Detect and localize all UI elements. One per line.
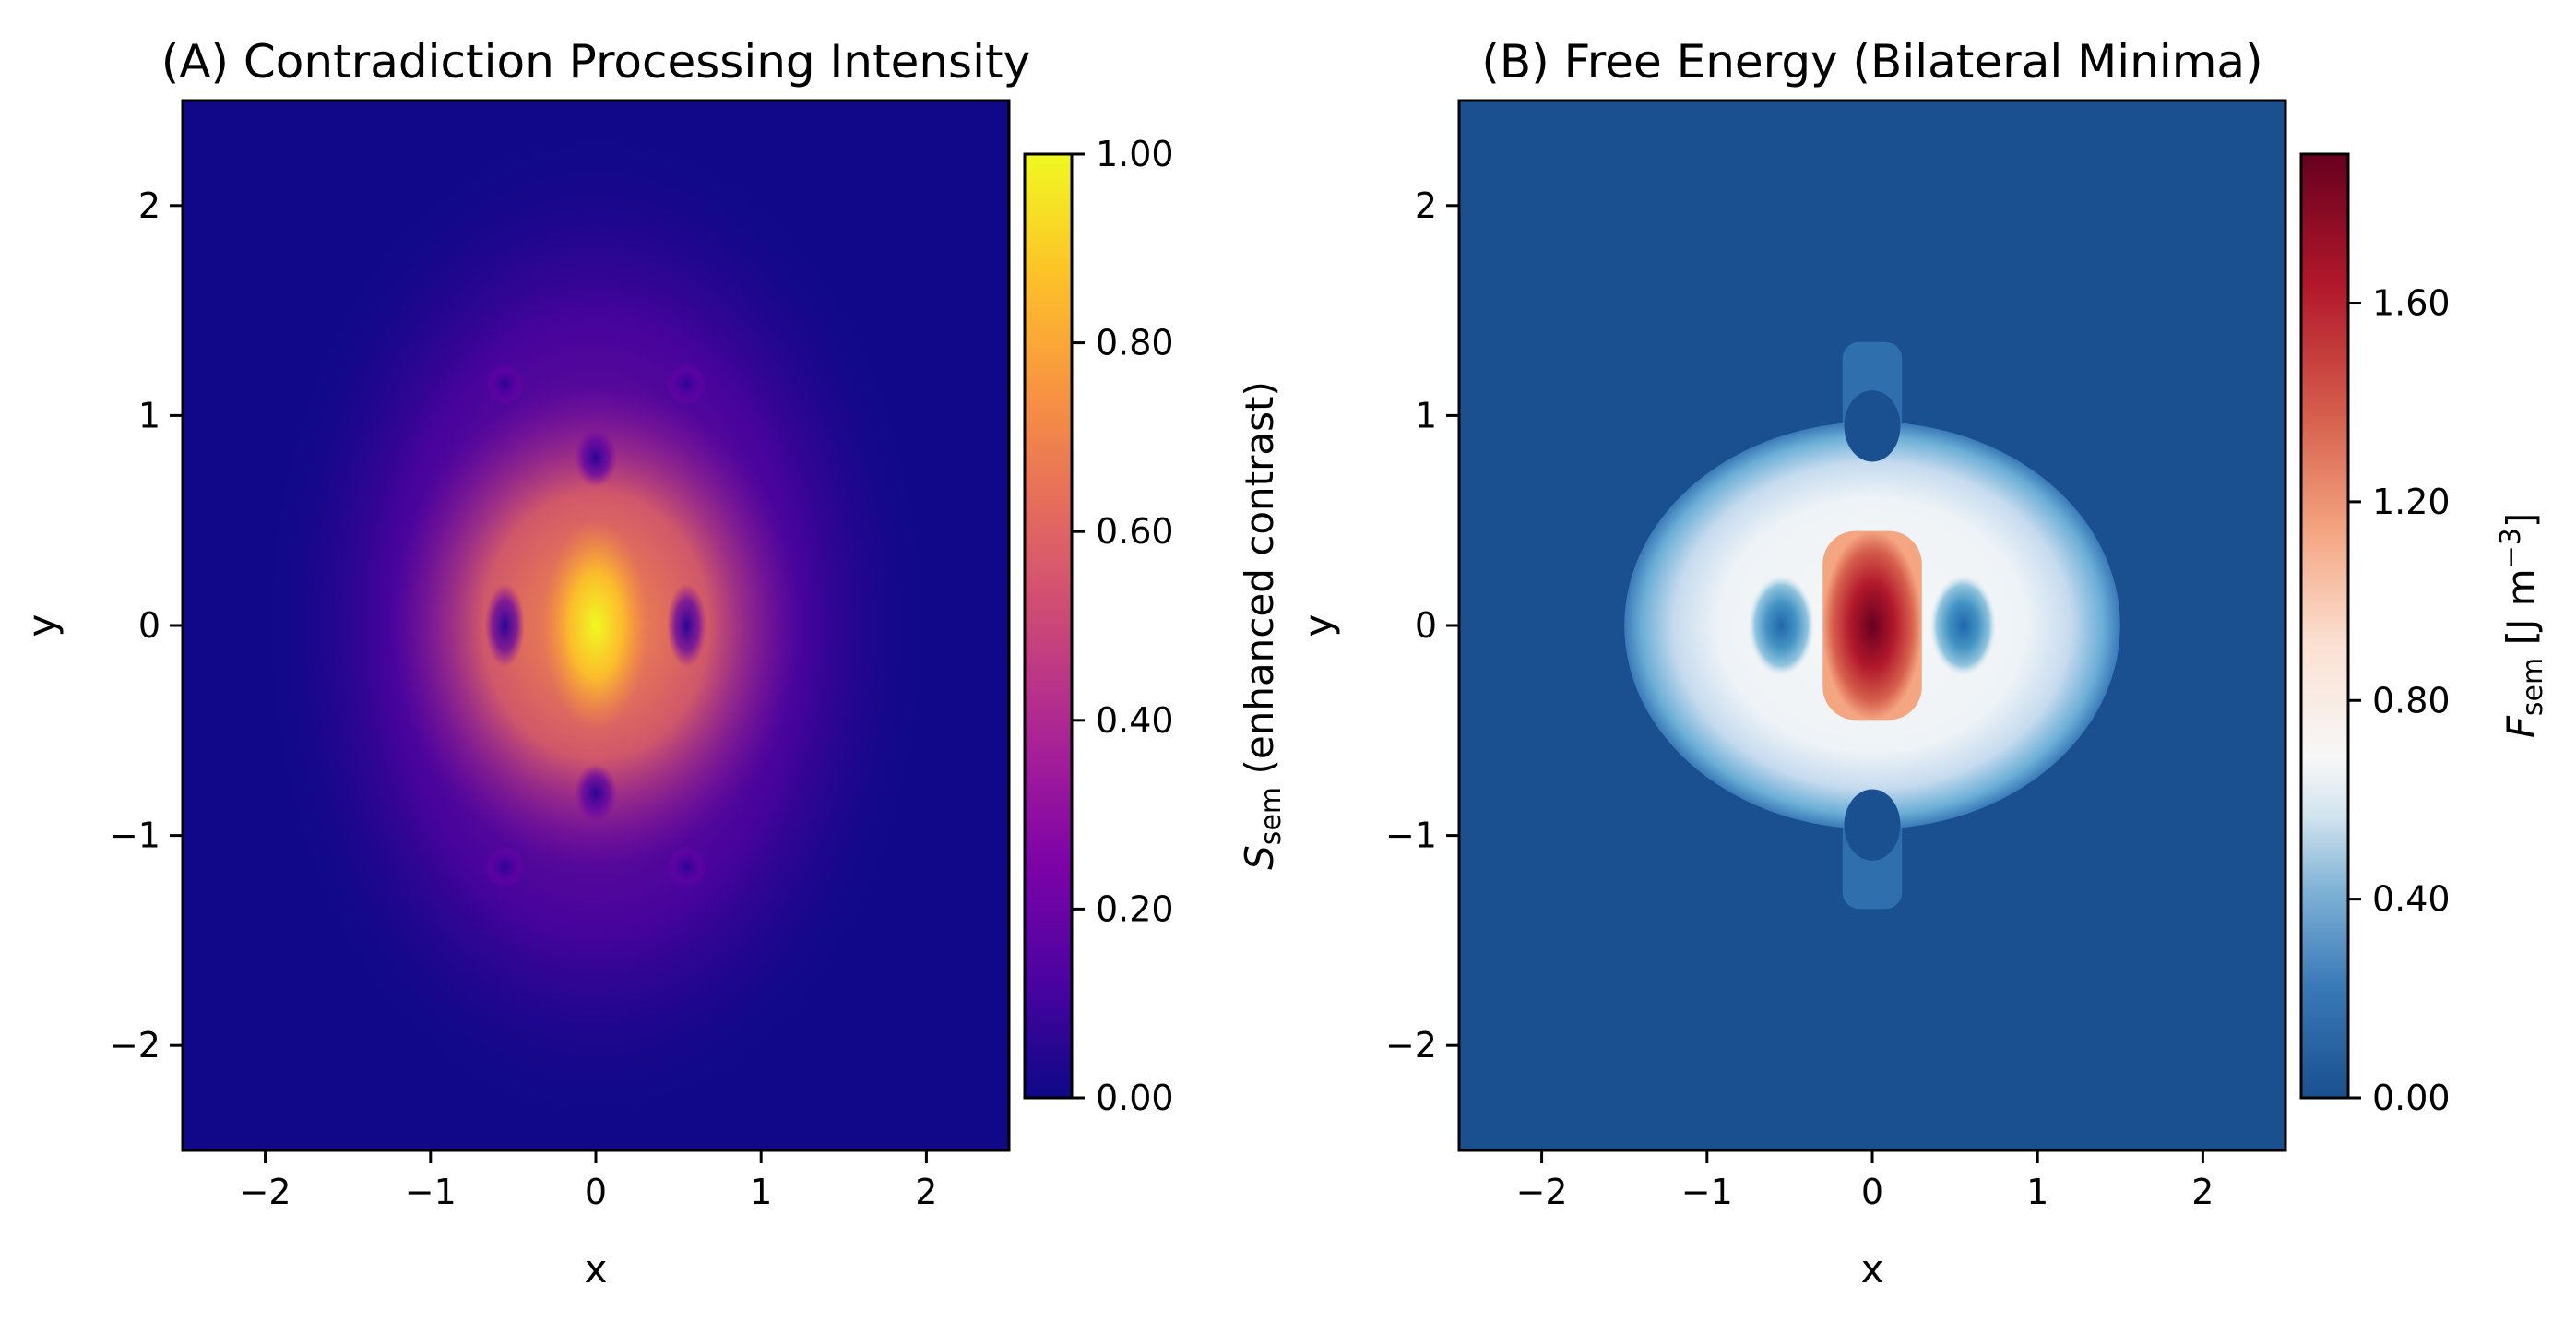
colorbar-a-ticks: 0.00 0.20 0.40 0.60 0.80 1.00: [1072, 134, 1174, 1118]
panel-a-xlabel: x: [585, 1246, 608, 1292]
y-tick-label: 0: [1415, 605, 1437, 646]
heatmap-a-corner-minimum: [667, 363, 707, 406]
heatmap-a-peak: [542, 520, 649, 731]
heatmap-a-vertical-minimum: [574, 764, 618, 823]
panel-b: (B) Free Energy (Bilateral Minima) −2 −1 0…: [1296, 35, 2549, 1292]
heatmap-a-bilateral-minimum: [667, 583, 707, 668]
panel-a-title: (A) Contradiction Processing Intensity: [161, 35, 1030, 89]
panel-b-title: (B) Free Energy (Bilateral Minima): [1481, 35, 2262, 89]
panel-a-ticks: −2 −1 0 1 2 −2 −1 0 1 2: [109, 185, 938, 1212]
y-tick-label: 2: [138, 185, 160, 226]
heatmap-b-peak: [1822, 530, 1922, 721]
heatmap-a-corner-minimum: [484, 363, 525, 406]
colorbar-tick-label: 0.80: [1096, 323, 1174, 363]
x-tick-label: −1: [405, 1172, 457, 1212]
heatmap-a-corner-minimum: [667, 845, 707, 888]
colorbar-a: [1023, 152, 1074, 1100]
y-tick-label: −2: [1385, 1025, 1437, 1066]
x-tick-label: 2: [915, 1172, 937, 1212]
x-tick-label: −2: [240, 1172, 291, 1212]
heatmap-b-bilateral-minimum: [1929, 575, 1997, 676]
y-tick-label: 0: [138, 605, 160, 646]
heatmap-b-field: [1459, 101, 2285, 1150]
panel-b-xlabel: x: [1861, 1246, 1884, 1292]
x-tick-label: 1: [750, 1172, 772, 1212]
heatmap-b-bilateral-minimum: [1748, 575, 1815, 676]
x-tick-label: 2: [2191, 1172, 2214, 1212]
y-tick-label: −2: [109, 1025, 160, 1066]
panel-a-ylabel: y: [19, 614, 65, 637]
colorbar-tick-label: 1.00: [1096, 134, 1174, 174]
colorbar-tick-label: 0.40: [1096, 700, 1174, 741]
heatmap-b-notch-bottom: [1844, 789, 1901, 861]
x-tick-label: 1: [2026, 1172, 2048, 1212]
heatmap-a-bilateral-minimum: [484, 583, 525, 668]
colorbar-tick-label: 1.20: [2372, 482, 2451, 522]
colorbar-tick-label: 0.60: [1096, 511, 1174, 552]
panel-a: (A) Contradiction Processing Intensity −…: [19, 35, 1288, 1292]
colorbar-b-ticks: 0.00 0.40 0.80 1.20 1.60: [2348, 283, 2451, 1118]
panel-b-ylabel: y: [1296, 614, 1341, 637]
y-tick-label: 2: [1415, 185, 1437, 226]
colorbar-b: [2299, 152, 2350, 1100]
y-tick-label: −1: [1385, 816, 1437, 856]
colorbar-tick-label: 0.40: [2372, 879, 2451, 920]
colorbar-tick-label: 0.00: [1096, 1078, 1174, 1118]
heatmap-a-corner-minimum: [484, 845, 525, 888]
heatmap-a-vertical-minimum: [574, 428, 618, 487]
colorbar-a-label: Ssem (enhanced contrast): [1237, 381, 1288, 870]
x-tick-label: 0: [1861, 1172, 1883, 1212]
colorbar-tick-label: 0.20: [1096, 888, 1174, 929]
colorbar-b-label: Fsem [J m−3]: [2495, 513, 2549, 739]
x-tick-label: 0: [585, 1172, 607, 1212]
heatmap-b-notch-top: [1844, 390, 1901, 462]
colorbar-tick-label: 0.00: [2372, 1078, 2451, 1118]
x-tick-label: −2: [1516, 1172, 1568, 1212]
y-tick-label: 1: [138, 395, 160, 435]
colorbar-tick-label: 0.80: [2372, 680, 2451, 721]
y-tick-label: −1: [109, 816, 160, 856]
panel-b-ticks: −2 −1 0 1 2 −2 −1 0 1 2: [1385, 185, 2214, 1212]
colorbar-tick-label: 1.60: [2372, 283, 2451, 324]
x-tick-label: −1: [1681, 1172, 1733, 1212]
y-tick-label: 1: [1415, 395, 1437, 435]
heatmap-a-field: [183, 101, 1009, 1150]
